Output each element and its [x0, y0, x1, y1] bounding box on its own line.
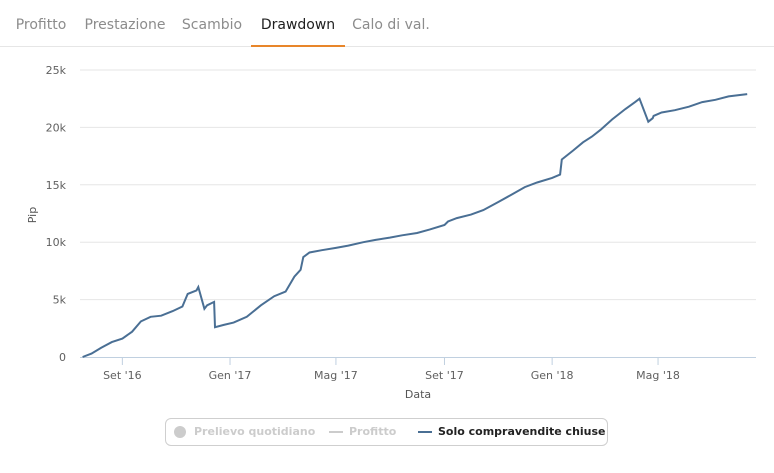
x-tick-label: Gen '18	[531, 369, 574, 382]
tab-prestazione[interactable]: Prestazione	[84, 17, 166, 33]
line-marker-icon	[418, 431, 432, 433]
series-line-solo-compravendite-chiuse[interactable]	[82, 93, 748, 358]
tab-drawdown[interactable]: Drawdown	[251, 0, 345, 47]
y-tick-label: 15k	[46, 179, 67, 192]
x-tick-label: Mag '18	[636, 369, 680, 382]
chart-tabs: Profitto Prestazione Scambio Drawdown Ca…	[0, 0, 774, 47]
legend-item-prelievo-quotidiano[interactable]: Prelievo quotidiano	[174, 419, 315, 445]
tab-profitto[interactable]: Profitto	[15, 17, 67, 33]
y-tick-label: 10k	[46, 236, 67, 249]
x-tick-label: Mag '17	[314, 369, 358, 382]
y-tick-label: 25k	[46, 64, 67, 77]
x-axis-title: Data	[405, 388, 431, 401]
legend-label: Solo compravendite chiuse	[438, 425, 606, 438]
y-axis-title: Pip	[26, 207, 39, 223]
x-axis-ticks: Set '16 Gen '17 Mag '17 Set '17 Gen '18 Mag '…	[103, 357, 680, 382]
legend-item-solo-compravendite-chiuse[interactable]: Solo compravendite chiuse	[418, 419, 606, 445]
circle-marker-icon	[174, 426, 186, 438]
legend-label: Profitto	[349, 425, 397, 438]
tab-scambio[interactable]: Scambio	[181, 17, 243, 33]
y-tick-label: 20k	[46, 121, 67, 134]
legend-item-profitto[interactable]: Profitto	[329, 419, 396, 445]
line-marker-icon	[329, 431, 343, 433]
x-tick-label: Gen '17	[209, 369, 252, 382]
x-tick-label: Set '17	[425, 369, 464, 382]
y-tick-label: 0	[59, 351, 66, 364]
chart-legend: Prelievo quotidiano Profitto Solo compra…	[165, 418, 608, 446]
y-axis-ticks: 0 5k 10k 15k 20k 25k	[46, 64, 67, 364]
x-tick-label: Set '16	[103, 369, 142, 382]
grid-lines	[80, 69, 756, 301]
y-tick-label: 5k	[53, 294, 67, 307]
tab-calo-di-val[interactable]: Calo di val.	[352, 17, 430, 33]
legend-label: Prelievo quotidiano	[194, 425, 316, 438]
